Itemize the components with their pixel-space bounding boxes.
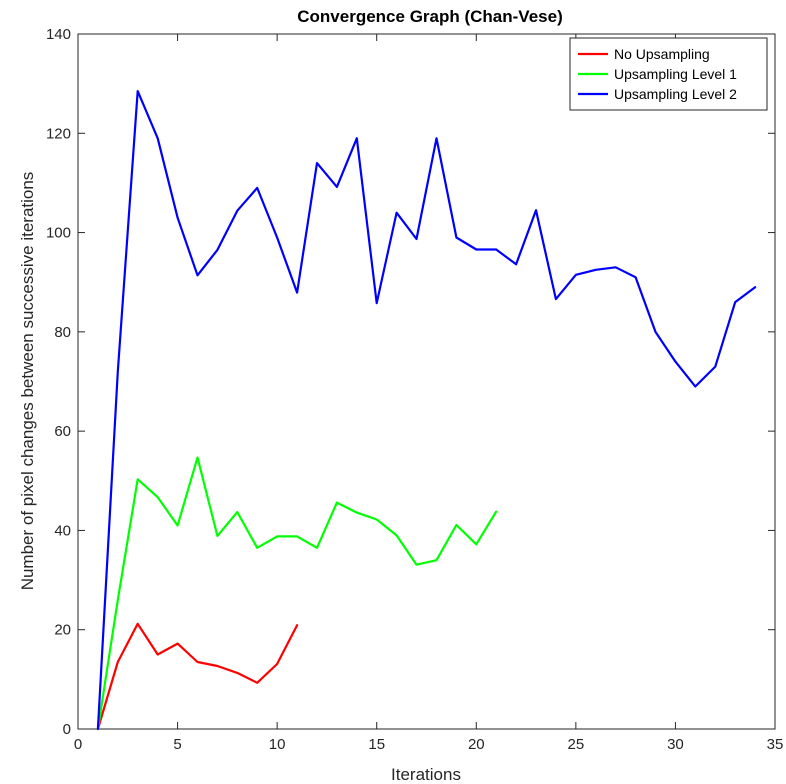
y-tick-label: 80 <box>54 324 71 341</box>
y-axis-label: Number of pixel changes between successi… <box>18 172 37 591</box>
axes <box>77 33 776 730</box>
x-tick-label: 0 <box>74 736 82 753</box>
y-tick-label: 40 <box>54 522 71 539</box>
plot-box <box>77 33 776 730</box>
y-tick-label: 120 <box>46 125 71 142</box>
series-line-3 <box>96 89 757 731</box>
x-tick-label: 20 <box>468 736 485 753</box>
x-tick-label: 10 <box>269 736 286 753</box>
chart-title: Convergence Graph (Chan-Vese) <box>297 7 562 26</box>
x-tick-label: 5 <box>173 736 181 753</box>
legend-label-2: Upsampling Level 1 <box>614 66 737 82</box>
ticks: 0 5 10 15 20 25 30 35 0 20 40 60 80 100 120 140 <box>46 26 783 753</box>
series-line-2 <box>96 456 498 731</box>
x-axis-label: Iterations <box>391 765 461 784</box>
series-lines <box>96 89 757 731</box>
legend: No Upsampling Upsampling Level 1 Upsamplin… <box>569 37 768 111</box>
y-tick-label: 140 <box>46 26 71 43</box>
y-tick-label: 20 <box>54 622 71 639</box>
x-tick-label: 25 <box>568 736 585 753</box>
legend-label-3: Upsampling Level 2 <box>614 86 737 102</box>
series-line-1 <box>96 622 299 731</box>
x-tick-label: 35 <box>767 736 784 753</box>
x-tick-label: 15 <box>368 736 385 753</box>
y-tick-label: 60 <box>54 423 71 440</box>
legend-label-1: No Upsampling <box>614 46 710 62</box>
x-tick-label: 30 <box>667 736 684 753</box>
y-tick-label: 100 <box>46 225 71 242</box>
y-tick-label: 0 <box>63 721 71 738</box>
